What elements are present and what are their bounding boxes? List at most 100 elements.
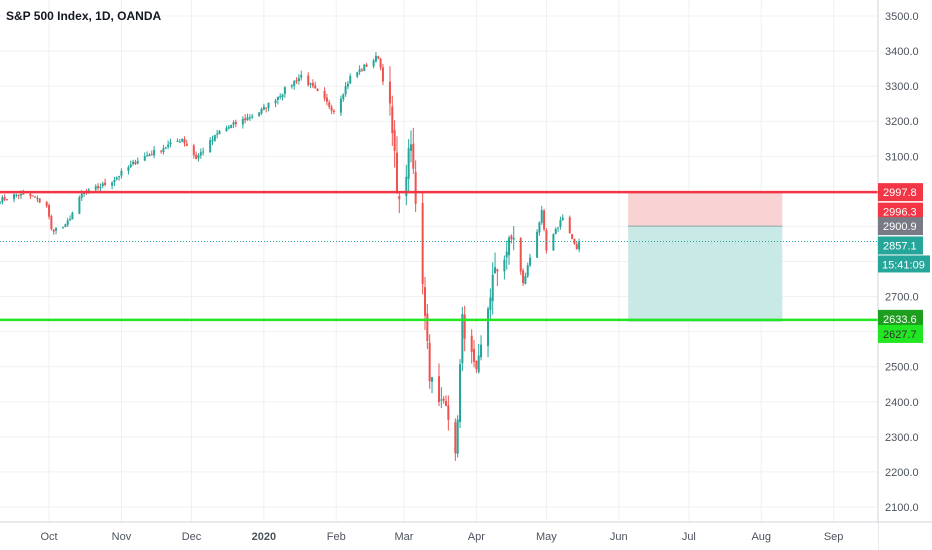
x-tick-label: Jun — [610, 531, 628, 543]
candle — [211, 135, 214, 145]
candle — [5, 199, 9, 201]
candle — [232, 120, 235, 129]
candle-body — [265, 107, 268, 109]
candle — [178, 138, 181, 143]
candle-body — [573, 238, 576, 244]
target-price-label: 2627.7 — [878, 324, 923, 343]
y-tick-label: 2700.0 — [885, 292, 919, 304]
candle — [545, 228, 548, 254]
candle-body — [127, 167, 130, 171]
resistance-price-label-box — [878, 183, 923, 202]
candle-body — [377, 56, 380, 59]
candle — [496, 268, 499, 287]
candle — [3, 194, 6, 202]
candle — [529, 253, 532, 268]
x-tick-label: Mar — [394, 531, 413, 543]
candle — [381, 64, 384, 86]
support-price-label: 2633.6 — [878, 309, 923, 328]
candle — [314, 81, 317, 89]
candle — [421, 192, 424, 295]
candle-body — [575, 244, 578, 249]
countdown-box — [878, 255, 930, 273]
candle-body — [251, 116, 254, 118]
candle — [185, 139, 188, 147]
candle — [274, 98, 277, 108]
candle — [136, 157, 139, 165]
candle — [283, 86, 286, 98]
candle-body — [31, 195, 34, 197]
candle-body — [267, 102, 270, 108]
candle-body — [519, 237, 522, 272]
candle — [150, 150, 153, 156]
candle-body — [363, 64, 366, 71]
candle — [377, 55, 380, 60]
candle-body — [459, 364, 462, 423]
candle — [192, 143, 195, 159]
candle — [494, 252, 497, 275]
candle — [55, 227, 58, 235]
candle — [559, 216, 562, 230]
candle-body — [248, 117, 251, 119]
candle-body — [554, 228, 557, 234]
candle — [293, 79, 296, 90]
candle-body — [543, 210, 546, 230]
candle — [146, 151, 149, 157]
x-tick-label: Jul — [682, 531, 696, 543]
candle — [412, 127, 415, 174]
candle — [480, 335, 483, 361]
candle-body — [421, 202, 424, 285]
candle — [50, 214, 53, 231]
candle-body — [246, 117, 249, 121]
candle — [526, 262, 529, 278]
candle — [66, 217, 69, 228]
candle-body — [29, 193, 32, 197]
candle — [181, 138, 184, 143]
candle-body — [316, 89, 319, 92]
candle — [265, 107, 268, 113]
candle — [218, 130, 221, 135]
candle — [344, 82, 347, 97]
candle-body — [428, 342, 431, 382]
candle-body — [167, 144, 170, 147]
candle-body — [545, 230, 548, 251]
candle-body — [328, 102, 331, 107]
candle — [309, 82, 312, 89]
candle — [62, 226, 65, 229]
price-axis-background — [878, 0, 932, 550]
candle — [101, 181, 104, 189]
candle-body — [561, 217, 564, 220]
candle-body — [430, 377, 434, 382]
candle — [113, 176, 116, 187]
candle-body — [526, 265, 529, 277]
y-tick-label: 2400.0 — [885, 397, 919, 409]
candle-body — [209, 140, 212, 153]
support-price-label-box — [878, 309, 923, 328]
candle-body — [473, 348, 476, 362]
y-tick-label: 2300.0 — [885, 432, 919, 444]
candle — [118, 175, 121, 181]
candle — [297, 74, 300, 85]
last-price-label-text: 2857.1 — [883, 240, 917, 252]
candle — [346, 80, 349, 90]
x-tick-label: Dec — [182, 531, 202, 543]
candle-body — [80, 193, 83, 198]
candle — [447, 395, 450, 431]
candle-body — [136, 160, 139, 164]
candle-body — [225, 128, 228, 132]
candle-body — [241, 118, 244, 125]
candle — [148, 152, 151, 157]
candle-body — [557, 227, 560, 229]
candle-body — [325, 97, 328, 102]
candle-body — [487, 308, 490, 347]
candle-body — [494, 267, 497, 273]
candle-body — [456, 419, 459, 454]
entry-price-label-text: 2900.9 — [883, 221, 917, 233]
candle — [374, 51, 377, 63]
candle — [552, 233, 555, 251]
candle-body — [276, 96, 279, 101]
candle — [176, 138, 179, 143]
candle — [300, 70, 303, 81]
candle-body — [540, 209, 543, 223]
candle — [379, 57, 382, 71]
